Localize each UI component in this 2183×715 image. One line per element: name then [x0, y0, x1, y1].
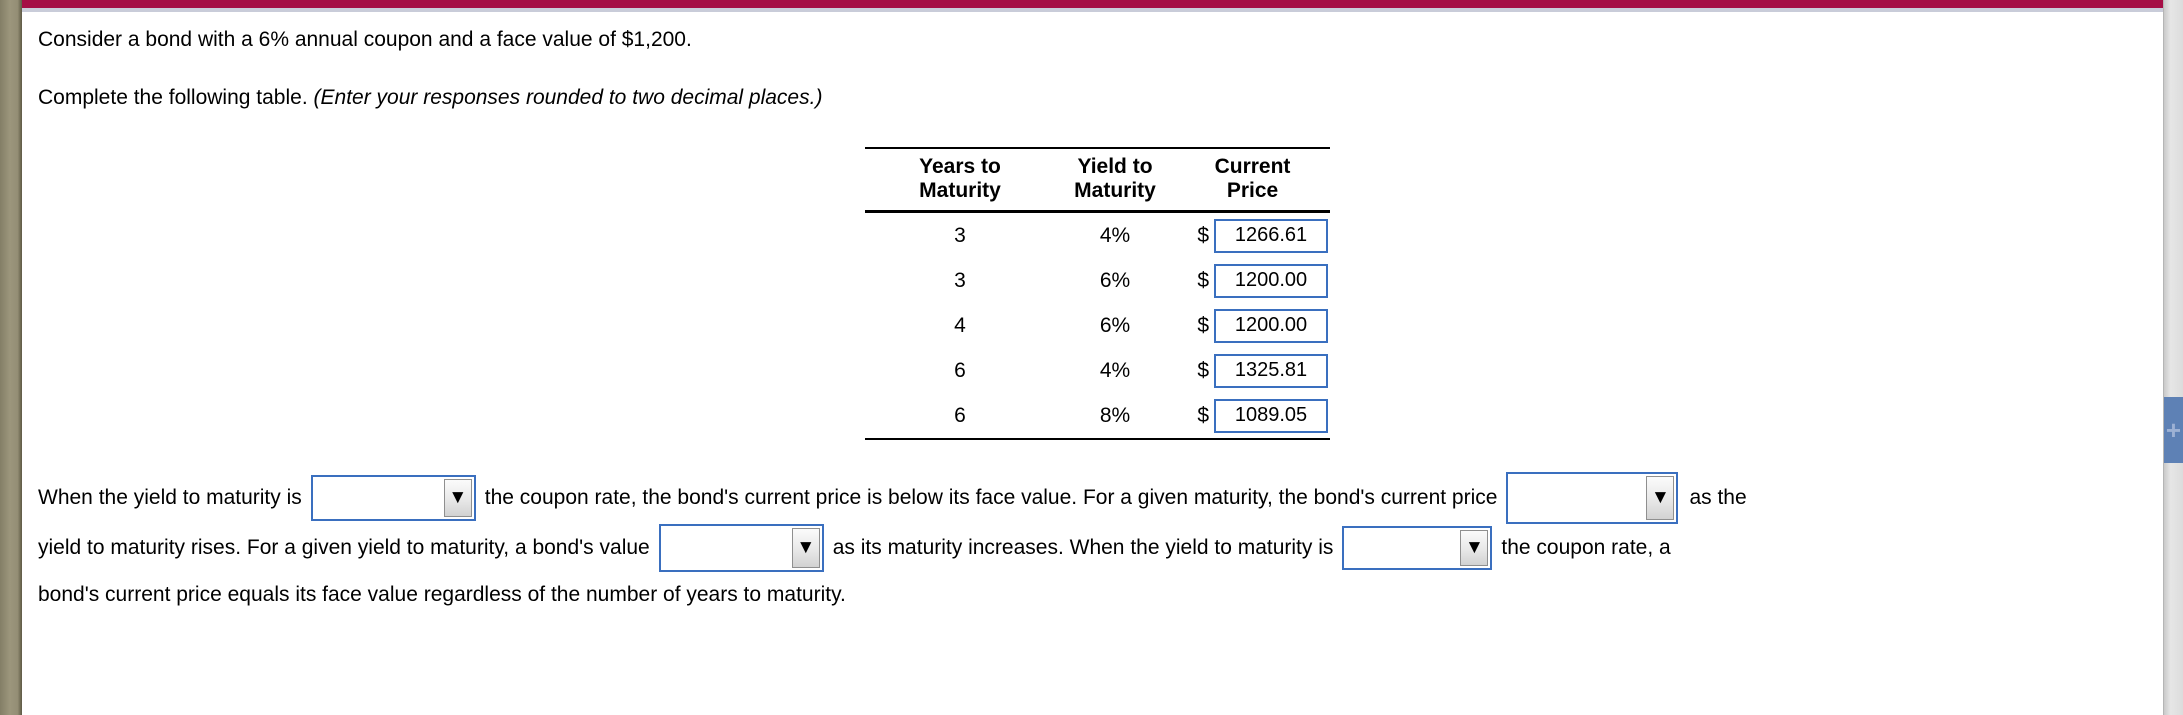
yield-value: 8% [1099, 403, 1131, 427]
chevron-down-icon: ▼ [448, 487, 468, 508]
fill-in-sentence-line3: bond's current price equals its face val… [38, 580, 846, 610]
sentence-text: the coupon rate, the bond's current pric… [484, 486, 1498, 509]
yield-value: 6% [1099, 313, 1131, 337]
column-header-current-price: Current Price [1214, 155, 1291, 202]
price-cell: $ [1175, 348, 1330, 393]
panel-expand-button[interactable]: + [2164, 397, 2183, 463]
sentence-text: as its maturity increases. When the yiel… [832, 536, 1334, 559]
fill-in-sentence-line1: When the yield to maturity is ▼ the coup… [38, 472, 1747, 524]
years-value: 3 [954, 268, 966, 292]
sentence-text: bond's current price equals its face val… [38, 583, 846, 606]
column-header-years-to-maturity: Years to Maturity [919, 155, 1001, 202]
instruction-text: Complete the following table. [38, 86, 308, 109]
chevron-down-icon: ▼ [1651, 487, 1670, 508]
dollar-sign: $ [1197, 268, 1209, 292]
table-row: 6 4% $ [865, 348, 1330, 393]
sentence-text: as the [1689, 486, 1747, 509]
price-input-row5[interactable] [1214, 398, 1328, 433]
dropdown-button[interactable]: ▼ [1460, 530, 1489, 566]
price-cell: $ [1175, 213, 1330, 258]
question-statement: Consider a bond with a 6% annual coupon … [38, 28, 692, 51]
plus-icon: + [2165, 414, 2182, 445]
years-value: 6 [954, 403, 966, 427]
fill-in-sentence-line2: yield to maturity rises. For a given yie… [38, 522, 1671, 574]
price-input-row2[interactable] [1214, 263, 1328, 298]
dropdown-button[interactable]: ▼ [791, 528, 820, 568]
question-content-area: Consider a bond with a 6% annual coupon … [22, 12, 2163, 715]
chevron-down-icon: ▼ [1465, 537, 1484, 558]
dollar-sign: $ [1197, 403, 1209, 427]
bond-price-table: Years to Maturity Yield to Maturity Curr… [865, 147, 1330, 440]
vertical-scrollbar[interactable]: + [2163, 0, 2183, 715]
table-row: 3 6% $ [865, 258, 1330, 303]
price-cell: $ [1175, 303, 1330, 348]
table-header-rule [865, 210, 1330, 213]
value-vs-maturity-select[interactable]: ▼ [658, 524, 824, 572]
yield-value: 6% [1099, 268, 1131, 292]
price-vs-yield-select[interactable]: ▼ [1506, 472, 1679, 524]
years-value: 4 [954, 313, 966, 337]
question-instruction: Complete the following table. (Enter you… [38, 86, 822, 110]
price-input-row3[interactable] [1214, 308, 1328, 343]
dollar-sign: $ [1197, 223, 1209, 247]
dropdown-button[interactable]: ▼ [443, 479, 472, 517]
top-bar-underline [22, 8, 2163, 12]
sentence-text: yield to maturity rises. For a given yie… [38, 536, 650, 559]
table-row: 4 6% $ [865, 303, 1330, 348]
dollar-sign: $ [1197, 358, 1209, 382]
window-left-edge [0, 0, 22, 715]
column-header-yield-to-maturity: Yield to Maturity [1074, 155, 1156, 202]
price-cell: $ [1175, 258, 1330, 303]
years-value: 6 [954, 358, 966, 382]
sentence-text: the coupon rate, a [1501, 536, 1671, 559]
price-cell: $ [1175, 393, 1330, 438]
price-input-row1[interactable] [1214, 218, 1328, 253]
years-value: 3 [954, 223, 966, 247]
table-bottom-rule [865, 438, 1330, 440]
ytm-vs-coupon-select[interactable]: ▼ [310, 475, 476, 521]
dollar-sign: $ [1197, 313, 1209, 337]
ytm-equal-coupon-select[interactable]: ▼ [1342, 526, 1493, 570]
brand-top-bar [22, 0, 2163, 8]
table-row: 6 8% $ [865, 393, 1330, 438]
sentence-text: When the yield to maturity is [38, 486, 302, 509]
table-row: 3 4% $ [865, 213, 1330, 258]
instruction-note: (Enter your responses rounded to two dec… [313, 86, 823, 109]
table-header-row: Years to Maturity Yield to Maturity Curr… [865, 149, 1330, 210]
table-top-rule [865, 147, 1330, 149]
chevron-down-icon: ▼ [796, 537, 816, 558]
yield-value: 4% [1099, 358, 1131, 382]
yield-value: 4% [1099, 223, 1131, 247]
price-input-row4[interactable] [1214, 353, 1328, 388]
dropdown-button[interactable]: ▼ [1646, 476, 1675, 520]
